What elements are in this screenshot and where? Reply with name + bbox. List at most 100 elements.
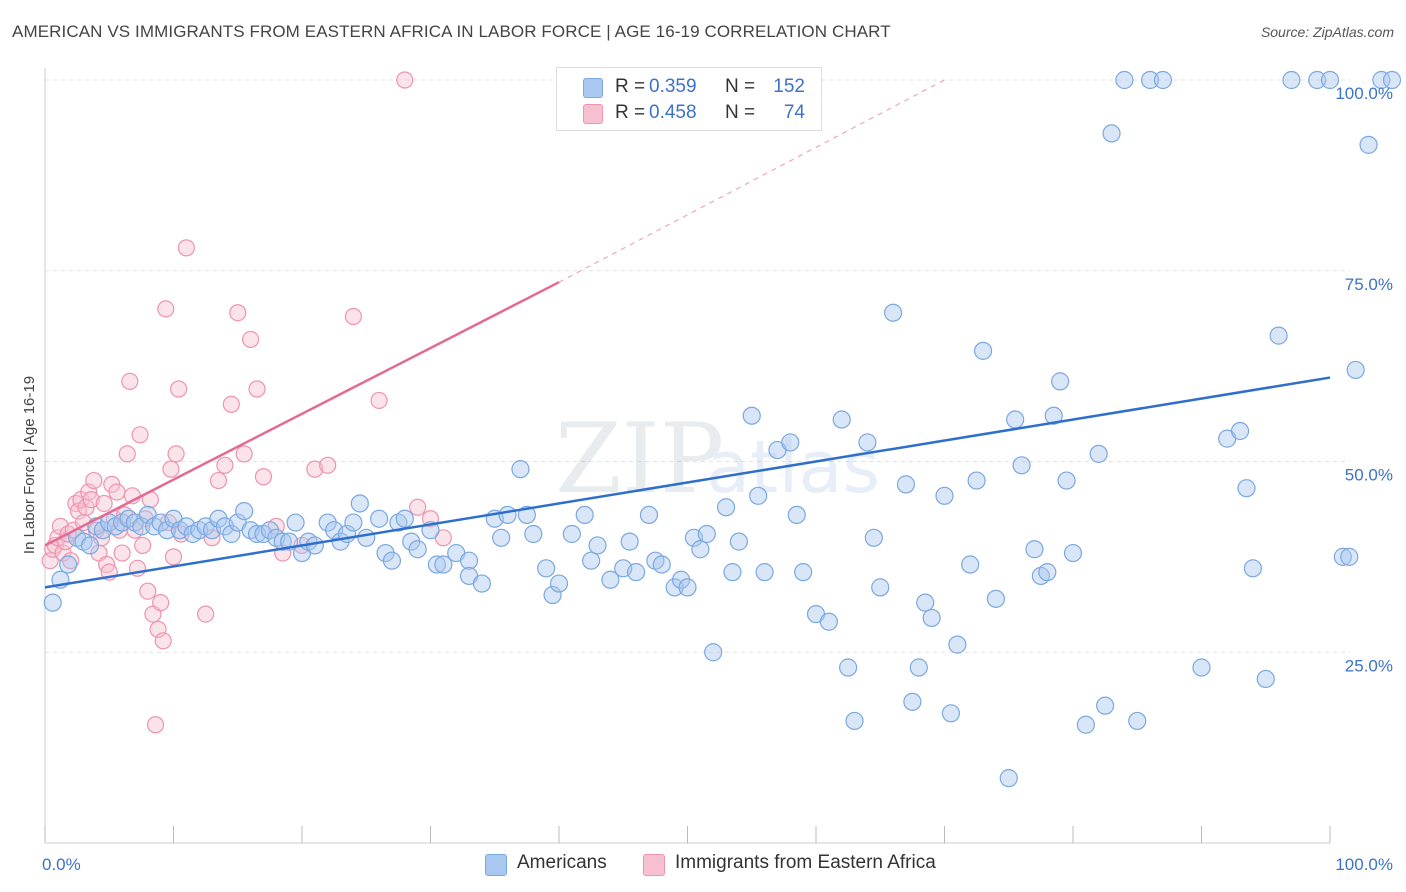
americans-point bbox=[620, 532, 639, 551]
r-value: 0.359 bbox=[649, 76, 697, 97]
americans-point bbox=[1057, 471, 1076, 490]
americans-point bbox=[318, 513, 337, 532]
immigrants-point bbox=[242, 330, 260, 349]
americans-point bbox=[967, 471, 986, 490]
americans-point bbox=[1006, 410, 1025, 429]
immigrants-point bbox=[209, 471, 228, 490]
watermark-atlas: atlas bbox=[706, 425, 880, 509]
americans-point bbox=[755, 563, 774, 582]
americans-point bbox=[402, 532, 421, 551]
americans-point bbox=[562, 524, 581, 544]
americans-point bbox=[1128, 711, 1147, 731]
americans-point bbox=[742, 406, 761, 425]
americans-point bbox=[434, 555, 453, 574]
y-tick-label: 50.0% bbox=[1345, 466, 1393, 485]
americans-point bbox=[916, 593, 935, 612]
americans-point bbox=[1025, 540, 1044, 559]
americans-point bbox=[273, 532, 292, 551]
immigrants-point bbox=[229, 304, 247, 322]
watermark: ZIP atlas bbox=[555, 403, 880, 515]
americans-point bbox=[472, 574, 491, 593]
r-value: 0.458 bbox=[649, 102, 697, 123]
americans-trend-line bbox=[44, 376, 1331, 589]
legend-row-americans: R = 0.359 N = 152 bbox=[557, 76, 821, 100]
immigrants-point bbox=[121, 372, 139, 390]
americans-point bbox=[864, 528, 883, 547]
americans-point bbox=[1308, 70, 1327, 90]
watermark-zip: ZIP bbox=[555, 403, 724, 515]
americans-point bbox=[794, 563, 813, 582]
legend-row-immigrants: R = 0.458 N = 74 bbox=[557, 102, 821, 126]
americans-point bbox=[492, 528, 511, 547]
americans-point bbox=[1012, 456, 1031, 475]
americans-point bbox=[1038, 563, 1057, 582]
americans-point bbox=[1237, 479, 1256, 498]
x-tick-label: 100.0% bbox=[1335, 855, 1393, 874]
americans-point bbox=[1333, 547, 1352, 566]
americans-swatch bbox=[583, 78, 603, 98]
americans-point bbox=[839, 658, 858, 677]
americans-point bbox=[575, 505, 594, 525]
immigrants-point bbox=[344, 307, 362, 326]
americans-point bbox=[537, 559, 556, 578]
americans-point bbox=[961, 555, 980, 574]
americans-point bbox=[845, 711, 864, 731]
americans-point bbox=[1076, 715, 1095, 734]
immigrants-point bbox=[162, 460, 180, 478]
americans-point bbox=[80, 536, 100, 555]
americans-point bbox=[665, 578, 684, 597]
americans-point bbox=[1192, 658, 1211, 677]
americans-point bbox=[1230, 421, 1250, 441]
americans-point bbox=[1256, 669, 1275, 689]
axes bbox=[44, 68, 1331, 844]
americans-point bbox=[697, 524, 716, 544]
x-tick-labels: 0.0% 100.0% bbox=[42, 855, 1393, 874]
americans-point bbox=[1269, 326, 1288, 345]
americans-point bbox=[858, 433, 877, 452]
y-tick-label: 75.0% bbox=[1345, 275, 1393, 294]
americans-point bbox=[909, 658, 928, 677]
immigrants-point bbox=[319, 456, 337, 474]
immigrants-point bbox=[167, 445, 185, 463]
x-tick-label: 0.0% bbox=[42, 855, 81, 874]
americans-point bbox=[941, 704, 961, 723]
americans-point bbox=[427, 555, 447, 574]
immigrants-point bbox=[154, 632, 172, 650]
americans-point bbox=[999, 769, 1018, 788]
y-tick-label: 100.0% bbox=[1335, 84, 1393, 103]
americans-point bbox=[157, 521, 177, 540]
americans-point bbox=[832, 410, 851, 429]
r-label: R = bbox=[615, 76, 646, 97]
immigrants-point bbox=[95, 494, 113, 513]
immigrants-point bbox=[85, 471, 103, 490]
immigrants-point bbox=[370, 391, 388, 410]
americans-point bbox=[973, 341, 993, 360]
americans-point bbox=[1372, 70, 1391, 90]
americans-point bbox=[286, 513, 305, 532]
immigrants-trend-line bbox=[44, 281, 560, 547]
americans-point bbox=[549, 574, 569, 593]
immigrants-point bbox=[164, 548, 183, 566]
n-label: N = bbox=[725, 76, 756, 97]
series-legend: Americans Immigrants from Eastern Africa bbox=[0, 852, 1406, 878]
americans-point bbox=[652, 555, 671, 574]
americans-point bbox=[376, 543, 395, 563]
americans-point bbox=[749, 486, 768, 505]
americans-point bbox=[1051, 372, 1070, 391]
americans-point bbox=[1153, 70, 1173, 90]
americans-point bbox=[588, 536, 607, 555]
americans-point bbox=[498, 505, 517, 525]
americans-point bbox=[43, 593, 62, 612]
americans-point bbox=[582, 551, 601, 570]
immigrants-point bbox=[235, 445, 253, 463]
americans-point bbox=[1044, 406, 1063, 425]
americans-legend-swatch bbox=[485, 854, 507, 876]
americans-point bbox=[671, 570, 691, 589]
immigrants-point bbox=[396, 71, 414, 89]
immigrants-point bbox=[131, 426, 149, 444]
immigrants-point bbox=[248, 380, 266, 398]
americans-point bbox=[787, 505, 806, 525]
trend-lines bbox=[44, 79, 1331, 589]
americans-point bbox=[871, 578, 890, 597]
americans-point bbox=[948, 635, 967, 654]
